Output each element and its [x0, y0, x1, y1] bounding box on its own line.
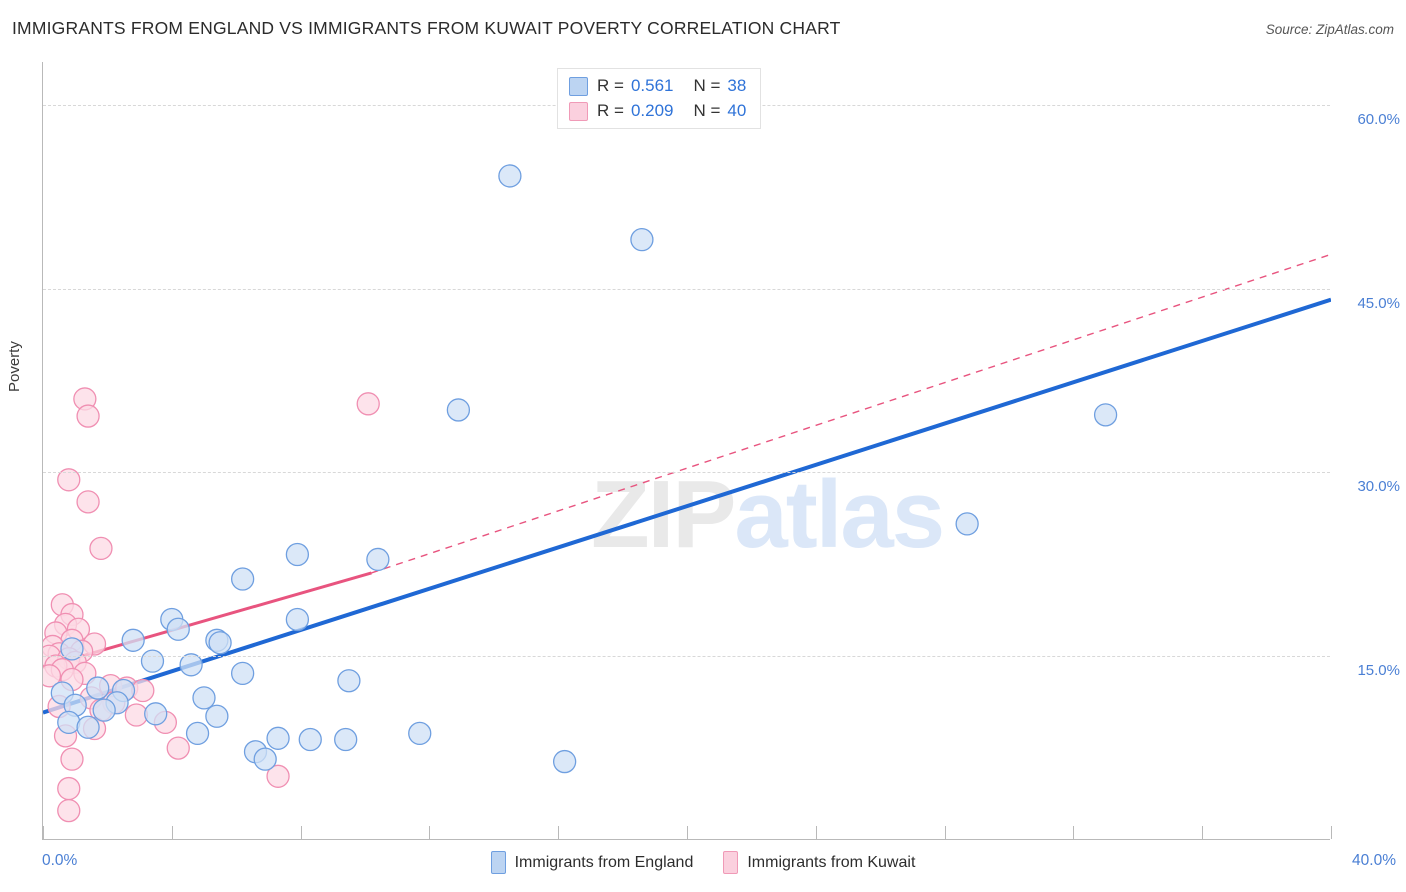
n-label-england: N =	[693, 76, 721, 95]
data-point-england[interactable]	[60, 637, 84, 661]
data-point-england[interactable]	[337, 669, 361, 693]
plot-area: ZIPatlas	[42, 62, 1332, 840]
trendline-england	[43, 297, 1331, 715]
legend-label-england: Immigrants from England	[514, 853, 694, 871]
x-axis-tick	[43, 826, 44, 839]
r-label-england: R =	[597, 76, 624, 95]
y-axis-tick-label: 45.0%	[1357, 294, 1400, 312]
y-axis-title: Poverty	[6, 341, 23, 392]
legend-label-kuwait: Immigrants from Kuwait	[747, 853, 916, 871]
data-point-kuwait[interactable]	[166, 736, 190, 760]
n-value-england: 38	[727, 76, 747, 95]
data-point-england[interactable]	[285, 607, 310, 632]
x-axis-min-label: 0.0%	[42, 852, 78, 869]
data-point-england[interactable]	[166, 617, 190, 641]
gridline	[43, 656, 1330, 658]
legend-item-england[interactable]: Immigrants from England	[490, 851, 694, 874]
data-point-kuwait[interactable]	[57, 468, 81, 492]
data-point-kuwait[interactable]	[89, 536, 113, 561]
data-point-england[interactable]	[144, 702, 168, 726]
x-axis-tick	[815, 826, 817, 839]
data-point-england[interactable]	[86, 676, 110, 700]
data-point-england[interactable]	[76, 715, 100, 739]
data-point-england[interactable]	[205, 704, 229, 728]
data-point-england[interactable]	[208, 631, 232, 655]
x-axis-tick	[300, 826, 302, 839]
data-point-england[interactable]	[253, 747, 277, 771]
x-axis-tick	[1073, 826, 1075, 839]
x-axis-tick	[1202, 826, 1204, 839]
n-label-kuwait: N =	[693, 101, 721, 120]
x-axis-max-label: 40.0%	[1352, 852, 1396, 869]
data-point-england[interactable]	[185, 721, 210, 746]
data-point-england[interactable]	[230, 661, 255, 686]
data-point-england[interactable]	[92, 698, 116, 722]
correlation-legend: R = 0.561 N = 38 R = 0.209 N = 40	[557, 68, 762, 129]
data-point-england[interactable]	[408, 721, 432, 746]
data-point-england[interactable]	[57, 710, 81, 735]
legend-swatch-kuwait	[569, 101, 588, 121]
data-point-kuwait[interactable]	[57, 776, 81, 801]
data-point-england[interactable]	[552, 749, 577, 774]
r-value-kuwait: 0.209	[630, 101, 674, 120]
data-point-england[interactable]	[230, 567, 255, 591]
data-point-england[interactable]	[334, 727, 358, 752]
scatter-layer	[43, 164, 1331, 823]
data-point-england[interactable]	[446, 398, 471, 422]
gridline	[43, 288, 1330, 290]
series-legend: Immigrants from England Immigrants from …	[0, 851, 1406, 874]
data-point-kuwait[interactable]	[124, 703, 149, 727]
data-point-kuwait[interactable]	[76, 490, 100, 514]
data-point-kuwait[interactable]	[60, 747, 84, 771]
n-value-kuwait: 40	[727, 101, 747, 120]
r-value-england: 0.561	[630, 76, 674, 95]
data-point-england[interactable]	[498, 164, 522, 188]
y-axis-tick-label: 60.0%	[1357, 110, 1400, 128]
y-axis-tick-label: 30.0%	[1357, 478, 1400, 496]
data-point-england[interactable]	[121, 628, 145, 652]
x-axis-tick	[429, 826, 431, 839]
data-point-england[interactable]	[179, 653, 203, 677]
x-axis-tick	[944, 826, 946, 839]
x-axis-tick	[687, 826, 688, 839]
data-point-kuwait[interactable]	[266, 764, 290, 788]
y-axis-tick-label: 15.0%	[1357, 662, 1400, 680]
data-point-england[interactable]	[1093, 403, 1118, 427]
legend-chip-england	[490, 851, 506, 874]
trendline-kuwait-extrapolated	[371, 253, 1331, 574]
data-point-england[interactable]	[285, 542, 310, 567]
x-axis-tick	[171, 826, 173, 839]
data-point-england[interactable]	[955, 512, 979, 536]
source-attribution: Source: ZipAtlas.com	[1265, 22, 1394, 37]
correlation-row-england: R = 0.561 N = 38	[569, 76, 746, 96]
data-point-england[interactable]	[192, 686, 216, 710]
data-point-england[interactable]	[298, 727, 322, 752]
gridline	[43, 472, 1330, 474]
data-point-england[interactable]	[630, 228, 654, 252]
data-point-kuwait[interactable]	[57, 798, 81, 823]
data-point-kuwait[interactable]	[76, 404, 100, 428]
data-point-kuwait[interactable]	[356, 392, 380, 416]
x-axis-tick	[1331, 826, 1332, 839]
data-point-england[interactable]	[140, 649, 165, 673]
correlation-row-kuwait: R = 0.209 N = 40	[569, 101, 746, 121]
r-label-kuwait: R =	[597, 101, 624, 120]
legend-item-kuwait[interactable]: Immigrants from Kuwait	[723, 851, 915, 874]
page-title: IMMIGRANTS FROM ENGLAND VS IMMIGRANTS FR…	[12, 18, 841, 38]
legend-swatch-england	[569, 76, 588, 96]
data-point-kuwait[interactable]	[43, 664, 62, 688]
x-axis-tick	[558, 826, 560, 839]
legend-chip-kuwait	[723, 851, 739, 874]
data-point-england[interactable]	[366, 547, 390, 572]
data-point-england[interactable]	[266, 726, 290, 750]
